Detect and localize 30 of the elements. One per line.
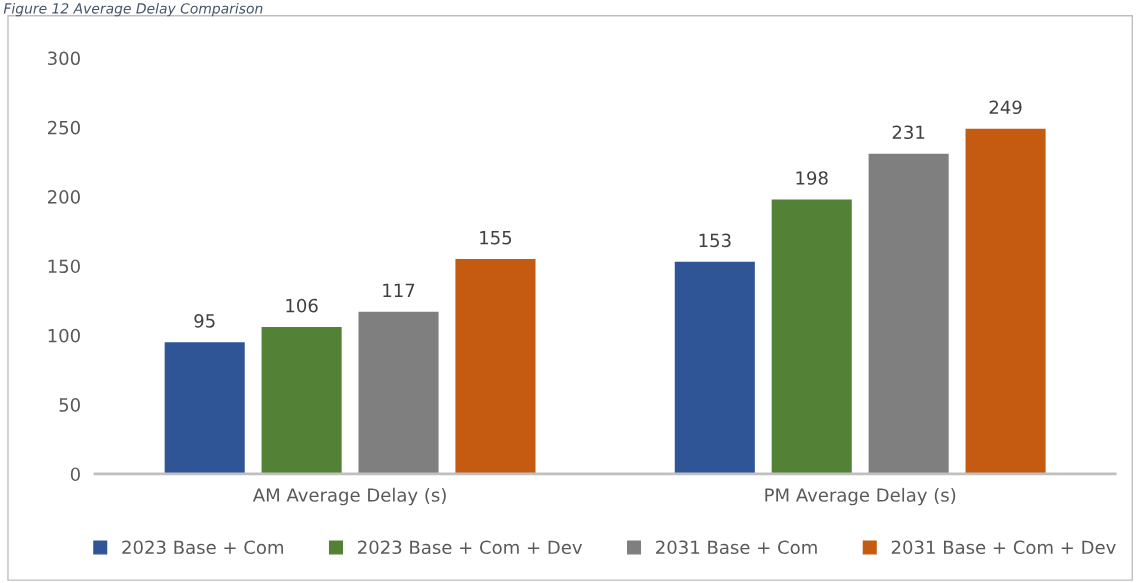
data-label: 198 (796, 171, 828, 185)
legend-label: 2031 Base + Com + Dev (891, 540, 1116, 555)
y-tick-label: 50 (59, 398, 80, 412)
bar (965, 128, 1046, 474)
data-label: 117 (383, 283, 415, 297)
bar (261, 327, 342, 474)
data-label: 249 (989, 100, 1022, 115)
data-label: 155 (480, 231, 512, 245)
y-tick-label: 0 (70, 467, 80, 482)
y-tick-label: 300 (48, 51, 80, 66)
x-tick-label: PM Average Delay (s) (765, 487, 956, 506)
bar (455, 259, 536, 474)
legend-label: 2023 Base + Com (122, 540, 283, 555)
y-tick-label: 150 (48, 259, 80, 274)
data-label: 153 (699, 233, 731, 248)
data-label: 106 (286, 298, 318, 313)
x-tick-label: AM Average Delay (s) (252, 487, 446, 506)
y-tick-label: 100 (48, 328, 80, 343)
bar (358, 311, 439, 474)
bar (674, 261, 755, 474)
bar (771, 199, 852, 474)
chart-title: Figure 12 Average Delay Comparison (3, 2, 263, 17)
data-label: 231 (892, 125, 925, 140)
legend-label: 2031 Base + Com (656, 540, 817, 555)
legend-label: 2023 Base + Com + Dev (358, 540, 583, 555)
y-tick-label: 200 (47, 190, 80, 204)
bar (868, 153, 949, 474)
data-label: 95 (194, 313, 215, 328)
bar (164, 342, 245, 474)
y-tick-label: 250 (47, 120, 80, 135)
